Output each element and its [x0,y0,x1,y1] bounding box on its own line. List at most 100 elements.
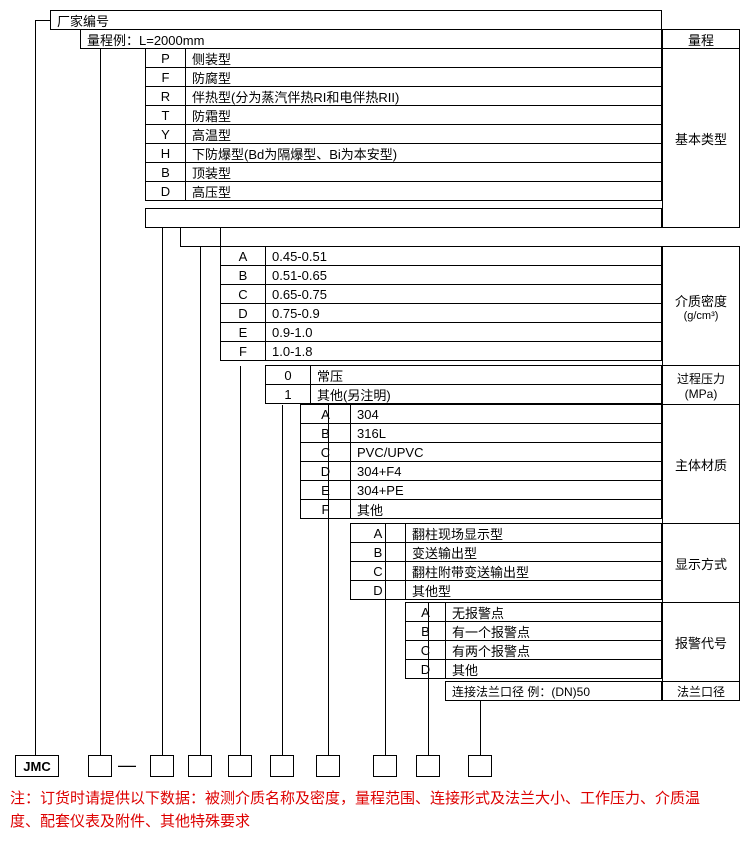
basic-type-code: B [146,163,186,181]
alarm-code: A [406,603,446,621]
display-desc: 其他型 [406,581,661,599]
basic-type-row: R伴热型(分为蒸汽伴热RI和电伴热RII) [145,86,662,106]
pressure-desc: 常压 [311,366,661,384]
density-desc: 1.0-1.8 [266,342,661,360]
basic-type-desc: 高压型 [186,182,661,200]
box-alarm2 [416,755,440,777]
display-desc: 翻柱现场显示型 [406,524,661,542]
material-label: 主体材质 [662,404,740,524]
basic-type-row: D高压型 [145,181,662,201]
basic-type-desc: 防霜型 [186,106,661,124]
vline-density [200,247,201,755]
range-row: 量程例：L=2000mm [80,29,662,49]
box-range [88,755,112,777]
box-material [270,755,294,777]
material-desc: 304 [351,405,661,423]
basic-type-label: 基本类型 [662,48,740,228]
pressure-row: 0常压 [265,365,662,385]
basic-type-desc: 伴热型(分为蒸汽伴热RI和电伴热RII) [186,87,661,105]
display-code: A [351,524,406,542]
density-code: D [221,304,266,322]
display-row: A翻柱现场显示型 [350,523,662,543]
vline-jmc [35,20,36,755]
basic-type-code: Y [146,125,186,143]
density-code: A [221,247,266,265]
basic-type-code: D [146,182,186,200]
pressure-code: 1 [266,385,311,403]
box-density [188,755,212,777]
material-desc: PVC/UPVC [351,443,661,461]
manufacturer-label: 厂家编号 [51,11,661,29]
basic-type-code: R [146,87,186,105]
density-row: C0.65-0.75 [220,284,662,304]
basic-type-desc: 高温型 [186,125,661,143]
density-desc: 0.75-0.9 [266,304,661,322]
material-desc: 316L [351,424,661,442]
vline-range [100,49,101,755]
range-label: 量程 [662,29,740,49]
vline-alarm2 [428,603,429,755]
manufacturer-row: 厂家编号 [50,10,662,30]
basic-type-code: T [146,106,186,124]
box-type [150,755,174,777]
pressure-desc: 其他(另注明) [311,385,661,403]
material-row: E304+PE [300,480,662,500]
material-desc: 304+PE [351,481,661,499]
alarm-desc: 有一个报警点 [446,622,661,640]
alarm-desc: 其他 [446,660,661,678]
density-desc: 0.51-0.65 [266,266,661,284]
density-desc: 0.9-1.0 [266,323,661,341]
display-code: D [351,581,406,599]
density-code: E [221,323,266,341]
basic-type-row: Y高温型 [145,124,662,144]
range-example: 量程例：L=2000mm [81,30,661,48]
display-code: B [351,543,406,561]
display-row: B变送输出型 [350,542,662,562]
box-alarm [373,755,397,777]
basic-type-row: P侧装型 [145,48,662,68]
alarm-code: C [406,641,446,659]
vline-pressure [240,366,241,755]
alarm-desc: 无报警点 [446,603,661,621]
display-label: 显示方式 [662,523,740,603]
density-row: D0.75-0.9 [220,303,662,323]
alarm-row: D其他 [405,659,662,679]
pressure-row: 1其他(另注明) [265,384,662,404]
display-row: C翻柱附带变送输出型 [350,561,662,581]
density-desc: 0.45-0.51 [266,247,661,265]
basic-type-row: F防腐型 [145,67,662,87]
flange-row: 连接法兰口径 例：(DN)50 [445,681,662,701]
density-code: B [221,266,266,284]
basic-type-desc: 下防爆型(Bd为隔爆型、Bi为本安型) [186,144,661,162]
alarm-row: C有两个报警点 [405,640,662,660]
vline-alarm [385,524,386,755]
vline-flange [480,701,481,755]
basic-type-code: P [146,49,186,67]
density-row: E0.9-1.0 [220,322,662,342]
material-code: C [301,443,351,461]
material-row: A304 [300,404,662,424]
material-row: CPVC/UPVC [300,442,662,462]
selection-diagram: 厂家编号 量程例：L=2000mm 量程 P侧装型F防腐型R伴热型(分为蒸汽伴热… [10,10,740,835]
material-desc: 304+F4 [351,462,661,480]
material-code: F [301,500,351,518]
material-row: D304+F4 [300,461,662,481]
box-flange [468,755,492,777]
order-note: 注：订货时请提供以下数据：被测介质名称及密度，量程范围、连接形式及法兰大小、工作… [10,788,720,833]
alarm-row: A无报警点 [405,602,662,622]
alarm-row: B有一个报警点 [405,621,662,641]
basic-type-blank [145,208,662,228]
basic-type-row: B顶装型 [145,162,662,182]
vline-material [282,405,283,755]
material-desc: 其他 [351,500,661,518]
density-row: F1.0-1.8 [220,341,662,361]
basic-type-desc: 防腐型 [186,68,661,86]
basic-type-desc: 侧装型 [186,49,661,67]
alarm-code: D [406,660,446,678]
density-row: A0.45-0.51 [220,246,662,266]
density-row: B0.51-0.65 [220,265,662,285]
vline-display [328,405,329,755]
basic-type-code: H [146,144,186,162]
display-desc: 翻柱附带变送输出型 [406,562,661,580]
density-code: F [221,342,266,360]
